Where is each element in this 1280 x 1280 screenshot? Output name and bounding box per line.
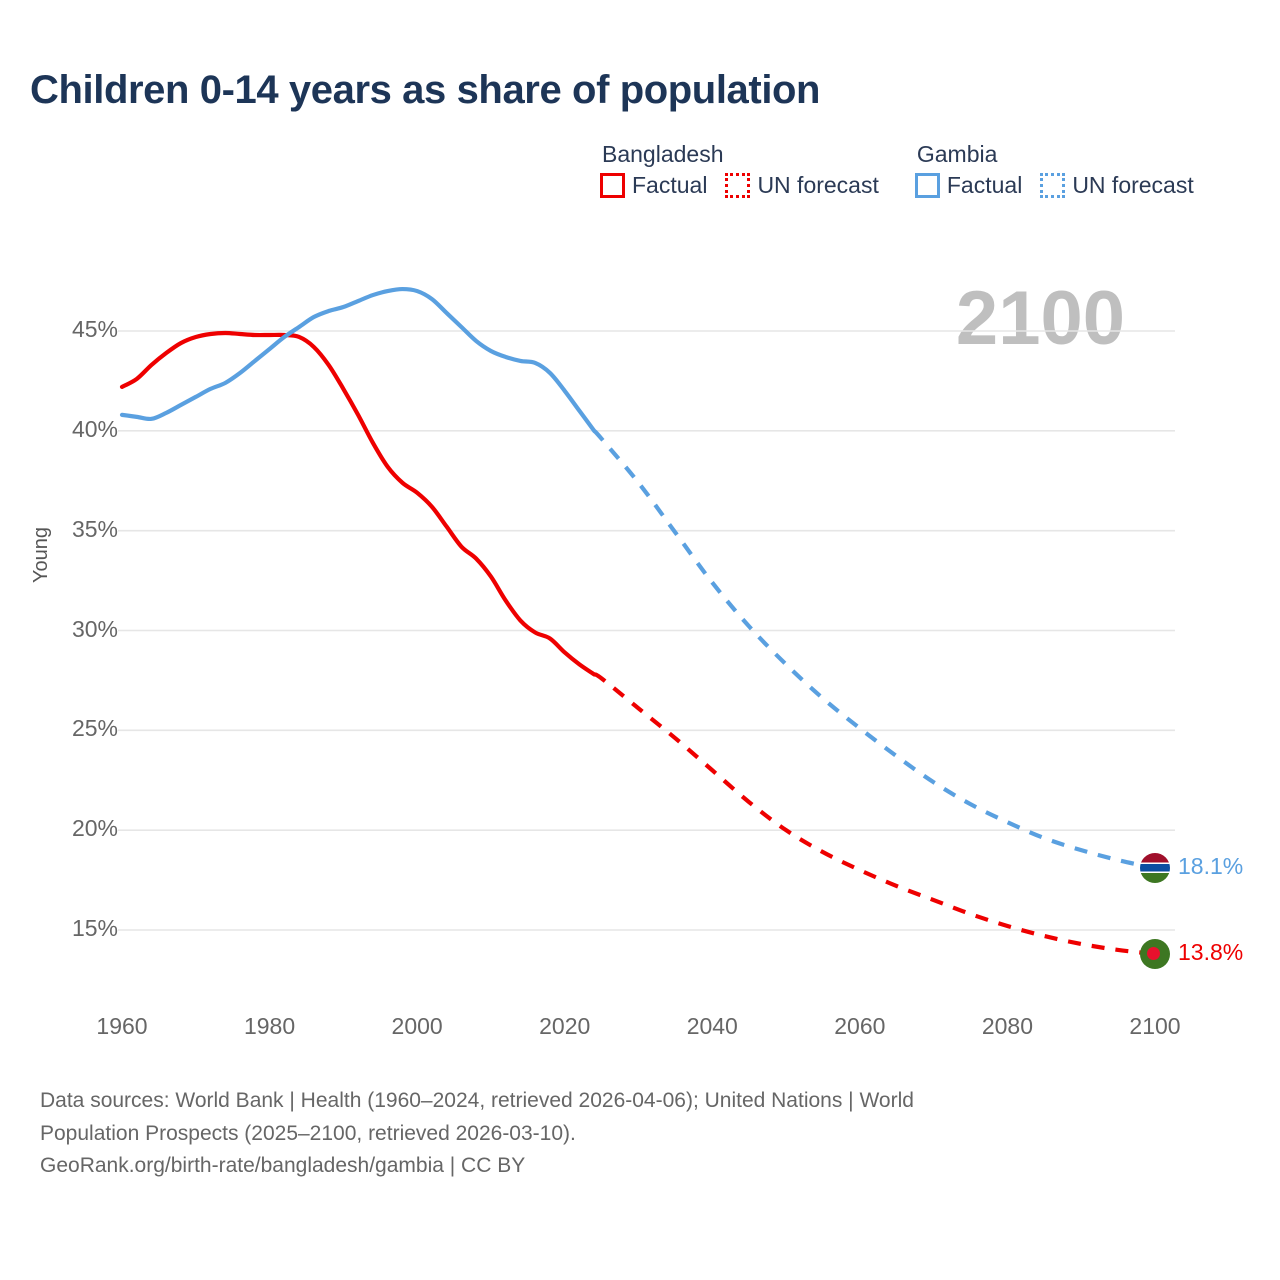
y-tick-label: 15% <box>71 915 118 941</box>
endpoint-value-gambia: 18.1% <box>1178 853 1244 880</box>
line-factual-gambia <box>119 286 597 433</box>
chart-footer: Data sources: World Bank | Health (1960–… <box>40 1085 1220 1183</box>
series-bangladesh <box>119 330 1156 957</box>
x-tick-label: 2080 <box>981 1013 1033 1039</box>
gambia-flag-icon <box>1140 853 1170 884</box>
x-tick-label: 1980 <box>243 1013 296 1039</box>
page-title: Children 0-14 years as share of populati… <box>30 68 821 112</box>
y-tick-label: 40% <box>71 415 118 442</box>
footer-line-sources-2: Population Prospects (2025–2100, retriev… <box>40 1121 576 1145</box>
y-tick-label: 20% <box>71 815 118 842</box>
x-tick-label: 1960 <box>96 1013 148 1039</box>
chart-legend: Bangladesh Factual UN forecast Gambia Fa… <box>600 143 1194 198</box>
legend-label-bangladesh-forecast: UN forecast <box>757 172 879 198</box>
legend-swatch-solid-icon <box>600 173 625 198</box>
legend-entries-gambia: Factual UN forecast <box>914 172 1194 198</box>
legend-item-bangladesh-forecast[interactable]: UN forecast <box>725 172 879 198</box>
endpoint-value-bangladesh: 13.8% <box>1178 938 1244 965</box>
x-tick-label: 2000 <box>391 1013 443 1039</box>
bangladesh-flag-icon <box>1140 938 1170 969</box>
legend-swatch-solid-icon <box>914 173 940 198</box>
legend-group-gambia: Gambia Factual UN forecast <box>914 141 1194 198</box>
legend-label-gambia-forecast: UN forecast <box>1072 172 1194 198</box>
legend-swatch-dotted-icon <box>725 173 751 198</box>
y-axis-title: Young <box>30 527 52 583</box>
y-tick-label: 25% <box>71 715 118 742</box>
legend-group-bangladesh: Bangladesh Factual UN forecast <box>600 143 879 198</box>
line-forecast-gambia <box>592 429 1156 871</box>
legend-label-gambia-factual: Factual <box>946 172 1023 198</box>
line-factual-bangladesh <box>119 330 597 677</box>
legend-entries-bangladesh: Factual UN forecast <box>600 173 879 198</box>
y-tick-label: 30% <box>71 615 118 642</box>
gridlines <box>118 330 1175 931</box>
series-gambia <box>119 286 1156 871</box>
legend-item-bangladesh-factual[interactable]: Factual <box>600 173 707 198</box>
legend-country-bangladesh: Bangladesh <box>602 141 724 167</box>
x-tick-label: 2040 <box>686 1013 738 1039</box>
x-tick-label: 2100 <box>1129 1013 1181 1039</box>
legend-label-bangladesh-factual: Factual <box>632 172 708 198</box>
x-tick-label: 2060 <box>834 1013 886 1039</box>
legend-country-gambia: Gambia <box>916 141 998 167</box>
legend-item-gambia-factual[interactable]: Factual <box>914 172 1023 198</box>
watermark-year: 2100 <box>955 276 1125 361</box>
x-tick-label: 2020 <box>539 1013 591 1039</box>
footer-line-sources-1: Data sources: World Bank | Health (1960–… <box>40 1089 914 1112</box>
y-tick-label: 35% <box>71 515 118 542</box>
y-tick-label: 45% <box>71 316 118 342</box>
legend-item-gambia-forecast[interactable]: UN forecast <box>1040 172 1194 198</box>
footer-line-attribution: GeoRank.org/birth-rate/bangladesh/gambia… <box>40 1154 526 1178</box>
legend-swatch-dotted-icon <box>1040 173 1066 198</box>
line-forecast-bangladesh <box>593 672 1156 957</box>
